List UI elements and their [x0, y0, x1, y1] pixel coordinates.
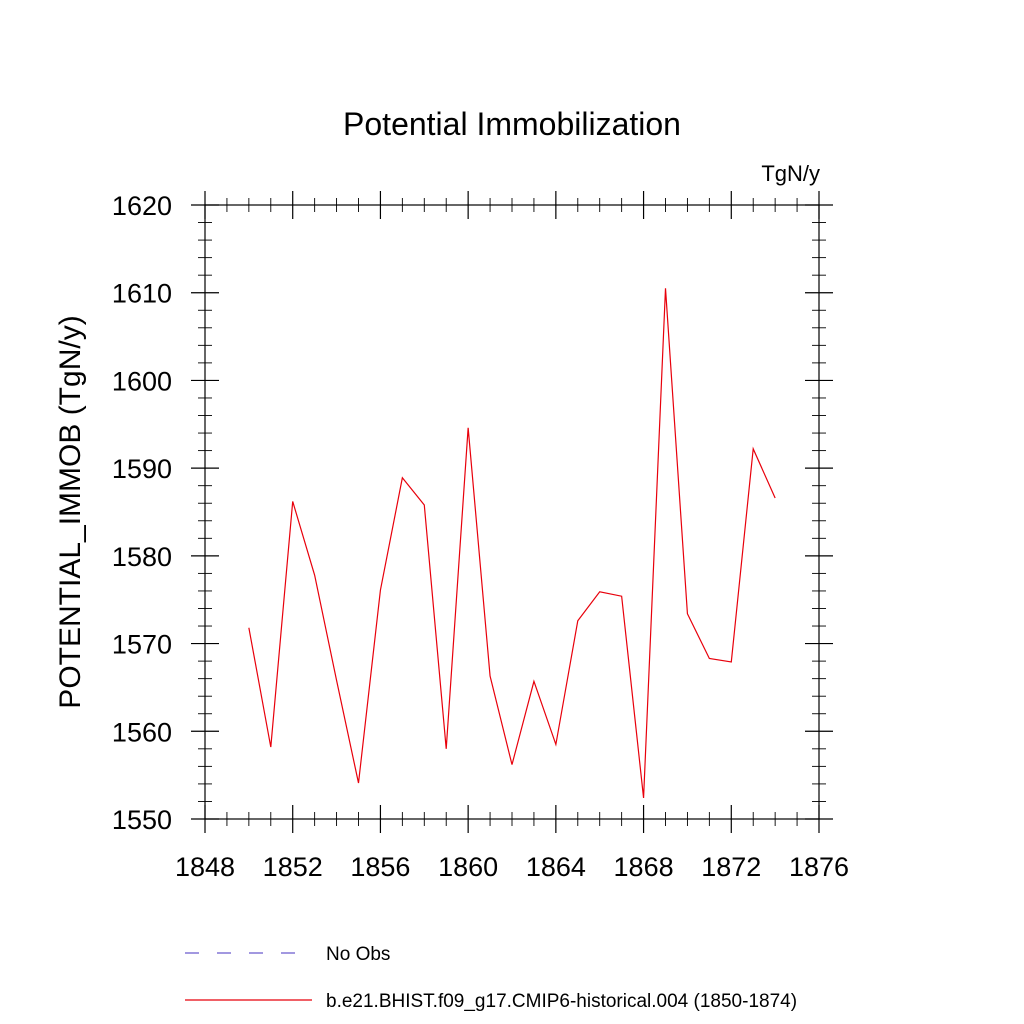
major-ticks	[191, 191, 833, 833]
series-layer	[248, 288, 776, 799]
legend-label: b.e21.BHIST.f09_g17.CMIP6-historical.004…	[326, 991, 797, 1012]
x-tick-label: 1848	[175, 852, 235, 882]
y-tick-label: 1620	[112, 191, 172, 221]
plot-frame	[204, 204, 820, 820]
y-tick-label: 1560	[112, 717, 172, 747]
chart-title: Potential Immobilization	[343, 106, 681, 142]
x-tick-label: 1868	[614, 852, 674, 882]
legend: No Obs b.e21.BHIST.f09_g17.CMIP6-historic…	[185, 944, 797, 1012]
x-tick-label: 1876	[789, 852, 849, 882]
y-tick-label: 1600	[112, 366, 172, 396]
x-tick-label: 1856	[350, 852, 410, 882]
x-tick-label: 1864	[526, 852, 586, 882]
y-tick-label: 1570	[112, 630, 172, 660]
units-label: TgN/y	[761, 161, 820, 186]
x-tick-label: 1860	[438, 852, 498, 882]
legend-label: No Obs	[326, 944, 390, 965]
y-axis-label: POTENTIAL_IMMOB (TgN/y)	[54, 315, 87, 708]
x-tick-labels: 1848 1852 1856 1860 1864 1868 1872 1876	[175, 852, 849, 882]
x-tick-label: 1872	[701, 852, 761, 882]
series-line	[248, 288, 776, 799]
y-tick-label: 1590	[112, 454, 172, 484]
y-tick-label: 1550	[112, 805, 172, 835]
y-tick-labels: 1550 1560 1570 1580 1590 1600 1610 1620	[112, 191, 172, 835]
y-tick-label: 1580	[112, 542, 172, 572]
x-tick-label: 1852	[263, 852, 323, 882]
y-tick-label: 1610	[112, 279, 172, 309]
